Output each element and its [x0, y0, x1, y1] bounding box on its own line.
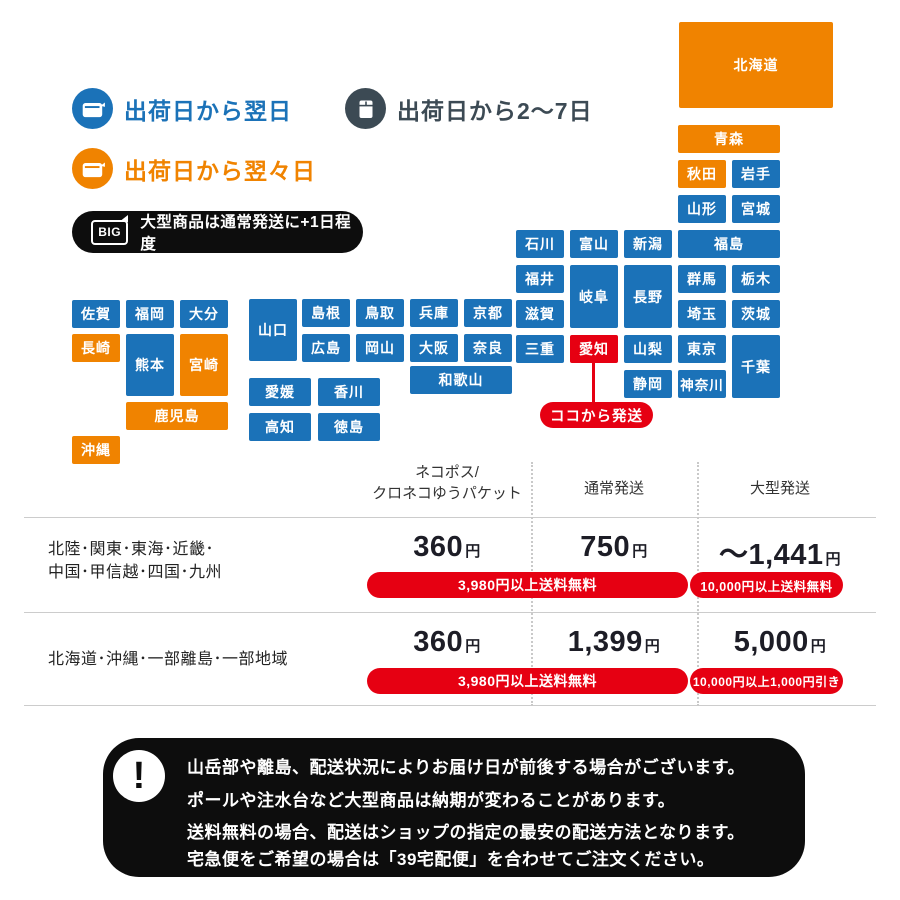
col-header-large: 大型発送 — [749, 480, 810, 497]
exclamation-icon: ! — [113, 750, 165, 802]
origin-pointer-line — [592, 363, 595, 404]
free-shipping-large-pill: 10,000円以上送料無料 — [690, 572, 843, 598]
price-normal-mainland: 750 円 — [580, 531, 648, 563]
pref-tottori: 鳥取 — [356, 299, 404, 327]
free-shipping-pill-remote: 3,980円以上送料無料 — [367, 668, 688, 694]
pref-mie: 三重 — [516, 335, 564, 363]
pref-akita: 秋田 — [678, 160, 726, 188]
box-icon — [72, 148, 113, 189]
notice-line-1: 山岳部や離島、配送状況によりお届け日が前後する場合がございます。 — [187, 758, 745, 777]
pref-aichi: 愛知 — [570, 335, 618, 363]
large-discount-pill: 10,000円以上1,000円引き — [690, 668, 843, 694]
price-nekopos-remote: 360 円 — [413, 626, 481, 658]
pref-tokushima: 徳島 — [318, 413, 380, 441]
pref-nagano: 長野 — [624, 265, 672, 328]
big-icon: BIG — [91, 214, 129, 245]
envelope-icon — [345, 88, 386, 129]
ship-origin-badge: ココから発送 — [540, 402, 653, 428]
pref-shimane: 島根 — [302, 299, 350, 327]
notice-box: ! 山岳部や離島、配送状況によりお届け日が前後する場合がございます。 ポールや注水… — [103, 738, 805, 877]
table-rule-middle — [24, 612, 876, 613]
pref-miyagi: 宮城 — [732, 195, 780, 223]
pref-hyogo: 兵庫 — [410, 299, 458, 327]
pref-nagasaki: 長崎 — [72, 334, 120, 362]
price-normal-remote: 1,399 円 — [567, 626, 661, 658]
pref-tochigi: 栃木 — [732, 265, 780, 293]
notice-line-2: ポールや注水台など大型商品は納期が変わることがあります。 — [187, 791, 676, 810]
pref-fukui: 福井 — [516, 265, 564, 293]
legend-next-day-label: 出荷日から翌日 — [124, 97, 292, 124]
table-rule-bottom — [24, 705, 876, 706]
pref-kagoshima: 鹿児島 — [126, 402, 228, 430]
price-large-mainland: ～1,441 円 — [718, 539, 842, 571]
pref-shizuoka: 静岡 — [624, 370, 672, 398]
notice-line-3: 送料無料の場合、配送はショップの指定の最安の配送方法となります。 — [187, 823, 745, 842]
pref-kagawa: 香川 — [318, 378, 380, 406]
legend-day-after-next-label: 出荷日から翌々日 — [124, 157, 316, 184]
col-header-nekopos: ネコポス/ クロネコゆうパケット — [372, 464, 522, 502]
pref-aomori: 青森 — [678, 125, 780, 153]
table-rule-top — [24, 517, 876, 518]
pref-kumamoto: 熊本 — [126, 334, 174, 396]
legend-day-after-next: 出荷日から翌々日 — [72, 148, 316, 189]
pref-tokyo: 東京 — [678, 335, 726, 363]
pref-gifu: 岐阜 — [570, 265, 618, 328]
legend-2-7-day-label: 出荷日から2～7日 — [397, 97, 593, 124]
pref-ibaraki: 茨城 — [732, 300, 780, 328]
pref-miyazaki: 宮崎 — [180, 334, 228, 396]
price-large-remote: 5,000 円 — [733, 626, 827, 658]
pref-okinawa: 沖縄 — [72, 436, 120, 464]
pref-gunma: 群馬 — [678, 265, 726, 293]
pref-ishikawa: 石川 — [516, 230, 564, 258]
legend-2-7-day: 出荷日から2～7日 — [345, 88, 593, 129]
free-shipping-pill: 3,980円以上送料無料 — [367, 572, 688, 598]
pref-osaka: 大阪 — [410, 334, 458, 362]
pref-ehime: 愛媛 — [249, 378, 311, 406]
col-header-normal: 通常発送 — [583, 480, 644, 497]
pref-hiroshima: 広島 — [302, 334, 350, 362]
pref-shiga: 滋賀 — [516, 300, 564, 328]
big-item-badge: BIG 大型商品は通常発送に+1日程度 — [72, 211, 363, 253]
pref-yamanashi: 山梨 — [624, 335, 672, 363]
pref-fukuoka: 福岡 — [126, 300, 174, 328]
pref-niigata: 新潟 — [624, 230, 672, 258]
pref-hokkaido: 北海道 — [679, 22, 833, 108]
box-icon — [72, 88, 113, 129]
big-badge-label: 大型商品は通常発送に+1日程度 — [140, 214, 352, 253]
pref-toyama: 富山 — [570, 230, 618, 258]
pref-saga: 佐賀 — [72, 300, 120, 328]
price-nekopos-mainland: 360 円 — [413, 531, 481, 563]
pref-saitama: 埼玉 — [678, 300, 726, 328]
pref-nara: 奈良 — [464, 334, 512, 362]
pref-iwate: 岩手 — [732, 160, 780, 188]
pref-yamaguchi: 山口 — [249, 299, 297, 361]
legend-next-day: 出荷日から翌日 — [72, 88, 292, 129]
pref-kanagawa: 神奈川 — [678, 370, 726, 398]
pref-kyoto: 京都 — [464, 299, 512, 327]
pref-wakayama: 和歌山 — [410, 366, 512, 394]
pref-chiba: 千葉 — [732, 335, 780, 398]
region-label-mainland: 北陸･関東･東海･近畿･ 中国･甲信越･四国･九州 — [48, 541, 223, 581]
region-label-remote: 北海道･沖縄･一部離島･一部地域 — [48, 651, 289, 668]
notice-line-4: 宅急便をご希望の場合は「39宅配便」を合わせてご注文ください。 — [187, 850, 715, 869]
pref-oita: 大分 — [180, 300, 228, 328]
pref-fukushima: 福島 — [678, 230, 780, 258]
pref-okayama: 岡山 — [356, 334, 404, 362]
pref-yamagata: 山形 — [678, 195, 726, 223]
pref-kochi: 高知 — [249, 413, 311, 441]
